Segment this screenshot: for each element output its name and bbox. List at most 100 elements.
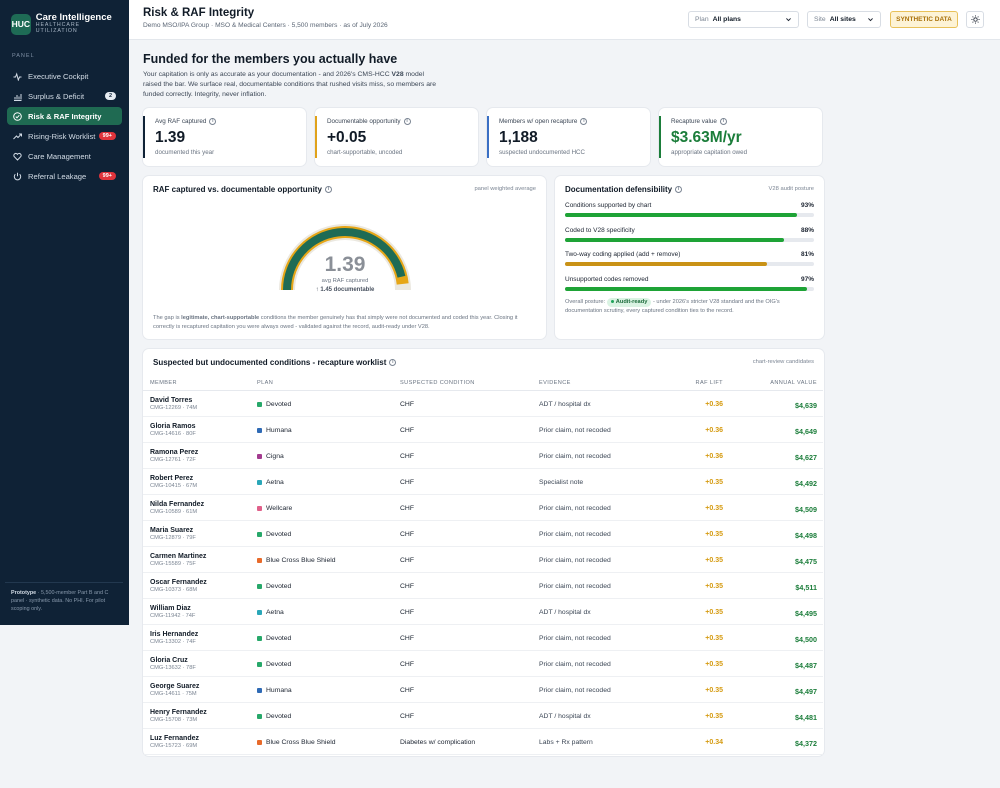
column-header[interactable]: PLAN bbox=[257, 380, 274, 386]
page-title: Risk & RAF Integrity bbox=[143, 7, 255, 19]
progress-track bbox=[565, 237, 814, 242]
suspected-condition: CHF bbox=[400, 661, 414, 668]
member-id: CMG-14616 · 80F bbox=[150, 431, 196, 437]
table-row[interactable]: Iris Hernandez CMG-13302 · 74F Devoted CHF P… bbox=[143, 625, 823, 651]
info-icon[interactable] bbox=[403, 118, 411, 125]
sidebar-item-executive-cockpit[interactable]: Executive Cockpit bbox=[7, 67, 122, 85]
trend-up-icon bbox=[13, 132, 22, 141]
member-name[interactable]: Ramona Perez bbox=[150, 449, 199, 456]
evidence: Prior claim, not recoded bbox=[539, 531, 611, 538]
theme-toggle-button[interactable] bbox=[966, 11, 984, 28]
evidence: Labs + Rx pattern bbox=[539, 739, 593, 746]
table-row[interactable]: Maria Suarez CMG-12879 · 79F Devoted CHF Pri… bbox=[143, 521, 823, 547]
kpi-label-text: Members w/ open recapture bbox=[499, 118, 578, 125]
column-header[interactable]: RAF LIFT bbox=[695, 380, 723, 386]
gauge-note-bold: legitimate, chart-supportable bbox=[181, 315, 260, 321]
member-name[interactable]: Iris Hernandez bbox=[150, 631, 199, 638]
sidebar-item-surplus-deficit[interactable]: Surplus & Deficit 2 bbox=[7, 87, 122, 105]
member-name[interactable]: Gloria Ramos bbox=[150, 423, 196, 430]
info-icon[interactable] bbox=[324, 186, 332, 193]
member-name[interactable]: Oscar Fernandez bbox=[150, 579, 207, 586]
table-row[interactable]: Luz Fernandez CMG-15723 · 69M Blue Cross B… bbox=[143, 729, 823, 755]
annual-value: $4,500 bbox=[795, 635, 817, 644]
raf-lift: +0.35 bbox=[705, 661, 723, 668]
table-row[interactable]: Robert Perez CMG-10415 · 67M Aetna CHF Speci… bbox=[143, 469, 823, 495]
evidence: Prior claim, not recoded bbox=[539, 505, 611, 512]
defensibility-label: Unsupported codes removed bbox=[565, 275, 649, 283]
sidebar-item-care-management[interactable]: Care Management bbox=[7, 147, 122, 165]
member-name[interactable]: Luz Fernandez bbox=[150, 735, 200, 742]
chevron-down-icon bbox=[786, 18, 791, 22]
info-icon[interactable] bbox=[209, 118, 217, 125]
member-plan: Humana bbox=[257, 687, 292, 694]
member-name[interactable]: Carmen Martinez bbox=[150, 553, 207, 560]
defensibility-row: Coded to V28 specificity 88% bbox=[565, 227, 814, 242]
member-name[interactable]: Maria Suarez bbox=[150, 527, 194, 534]
plan-name: Blue Cross Blue Shield bbox=[266, 739, 336, 746]
column-header[interactable]: ANNUAL VALUE bbox=[770, 380, 817, 386]
raf-lift: +0.35 bbox=[705, 557, 723, 564]
gauge-value: 1.39 bbox=[324, 253, 366, 276]
plan-color-dot bbox=[257, 506, 262, 511]
plan-select[interactable]: Plan All plans bbox=[688, 11, 799, 28]
member-plan: Devoted bbox=[257, 661, 291, 668]
footer-text: · 5,500-member Part B and C panel · synt… bbox=[11, 590, 109, 613]
member-plan: Devoted bbox=[257, 531, 291, 538]
suspected-condition: CHF bbox=[400, 687, 414, 694]
table-row[interactable]: Gloria Ramos CMG-14616 · 80F Humana CHF Prio… bbox=[143, 417, 823, 443]
kpi-label: Members w/ open recapture bbox=[499, 118, 588, 125]
progress-fill bbox=[565, 286, 807, 291]
member-name[interactable]: William Diaz bbox=[150, 605, 191, 612]
annual-value: $4,511 bbox=[795, 583, 817, 592]
sidebar-item-referral-leakage[interactable]: Referral Leakage 99+ bbox=[7, 167, 122, 185]
member-id: CMG-10415 · 67M bbox=[150, 483, 198, 489]
column-header[interactable]: EVIDENCE bbox=[539, 380, 571, 386]
table-row[interactable]: Oscar Fernandez CMG-10373 · 68M Devoted CHF… bbox=[143, 573, 823, 599]
info-icon[interactable] bbox=[719, 118, 727, 125]
table-row[interactable]: Ramona Perez CMG-12761 · 72F Cigna CHF Prior… bbox=[143, 443, 823, 469]
info-icon[interactable] bbox=[675, 186, 683, 193]
plan-name: Devoted bbox=[266, 635, 292, 642]
member-name[interactable]: Gloria Cruz bbox=[150, 657, 188, 664]
suspected-condition: CHF bbox=[400, 583, 414, 590]
defensibility-percent: 97% bbox=[800, 275, 814, 283]
member-name[interactable]: George Suarez bbox=[150, 683, 200, 690]
evidence: Prior claim, not recoded bbox=[539, 661, 611, 668]
table-row[interactable]: George Suarez CMG-14611 · 75M Humana CHF Pri… bbox=[143, 677, 823, 703]
brand[interactable]: HUC Care Intelligence HEALTHCARE UTILIZA… bbox=[0, 0, 129, 36]
sidebar-item-rising-risk-worklist[interactable]: Rising-Risk Worklist 99+ bbox=[7, 127, 122, 145]
gauge-captured-arc bbox=[283, 228, 406, 291]
kpi-card: Documentable opportunity +0.05 chart-suppo… bbox=[315, 108, 478, 166]
plan-select-label: Plan bbox=[695, 16, 709, 23]
column-header[interactable]: SUSPECTED CONDITION bbox=[400, 380, 475, 386]
table-row[interactable]: Nilda Fernandez CMG-10589 · 61M Wellcare CH… bbox=[143, 495, 823, 521]
info-icon[interactable] bbox=[580, 118, 588, 125]
member-name[interactable]: Robert Perez bbox=[150, 475, 194, 482]
plan-name: Wellcare bbox=[266, 505, 293, 512]
member-name[interactable]: Nilda Fernandez bbox=[150, 501, 205, 508]
member-name[interactable]: Henry Fernandez bbox=[150, 709, 207, 716]
worklist-title: Suspected but undocumented conditions - … bbox=[153, 358, 397, 367]
site-select[interactable]: Site All sites bbox=[807, 11, 881, 28]
plan-color-dot bbox=[257, 480, 262, 485]
member-plan: Blue Cross Blue Shield bbox=[257, 739, 336, 746]
kpi-label: Documentable opportunity bbox=[327, 118, 411, 125]
member-id: CMG-15589 · 75F bbox=[150, 561, 196, 567]
member-id: CMG-10589 · 61M bbox=[150, 509, 198, 515]
table-row[interactable]: Gloria Cruz CMG-13632 · 78F Devoted CHF Prio… bbox=[143, 651, 823, 677]
defensibility-percent: 93% bbox=[800, 202, 814, 209]
recapture-worklist-card: Suspected but undocumented conditions - … bbox=[143, 349, 824, 756]
table-row[interactable]: Carmen Martinez CMG-15589 · 75F Blue Cross… bbox=[143, 547, 823, 573]
member-name[interactable]: David Torres bbox=[150, 397, 193, 404]
sidebar-nav: Executive Cockpit Surplus & Deficit 2 Risk … bbox=[7, 67, 122, 187]
table-row[interactable]: Henry Fernandez CMG-15708 · 73M Devoted CHF… bbox=[143, 703, 823, 729]
member-plan: Aetna bbox=[257, 479, 284, 486]
plan-name: Aetna bbox=[266, 609, 284, 616]
raf-lift: +0.35 bbox=[705, 713, 723, 720]
table-row[interactable]: William Diaz CMG-11942 · 74F Aetna CHF ADT /… bbox=[143, 599, 823, 625]
info-icon[interactable] bbox=[389, 359, 397, 366]
table-row[interactable]: David Torres CMG-12269 · 74M Devoted CHF ADT… bbox=[143, 391, 823, 417]
gauge-note-part: The gap is bbox=[153, 315, 182, 321]
column-header[interactable]: MEMBER bbox=[150, 380, 177, 386]
sidebar-item-risk-raf-integrity[interactable]: Risk & RAF Integrity bbox=[7, 107, 122, 125]
